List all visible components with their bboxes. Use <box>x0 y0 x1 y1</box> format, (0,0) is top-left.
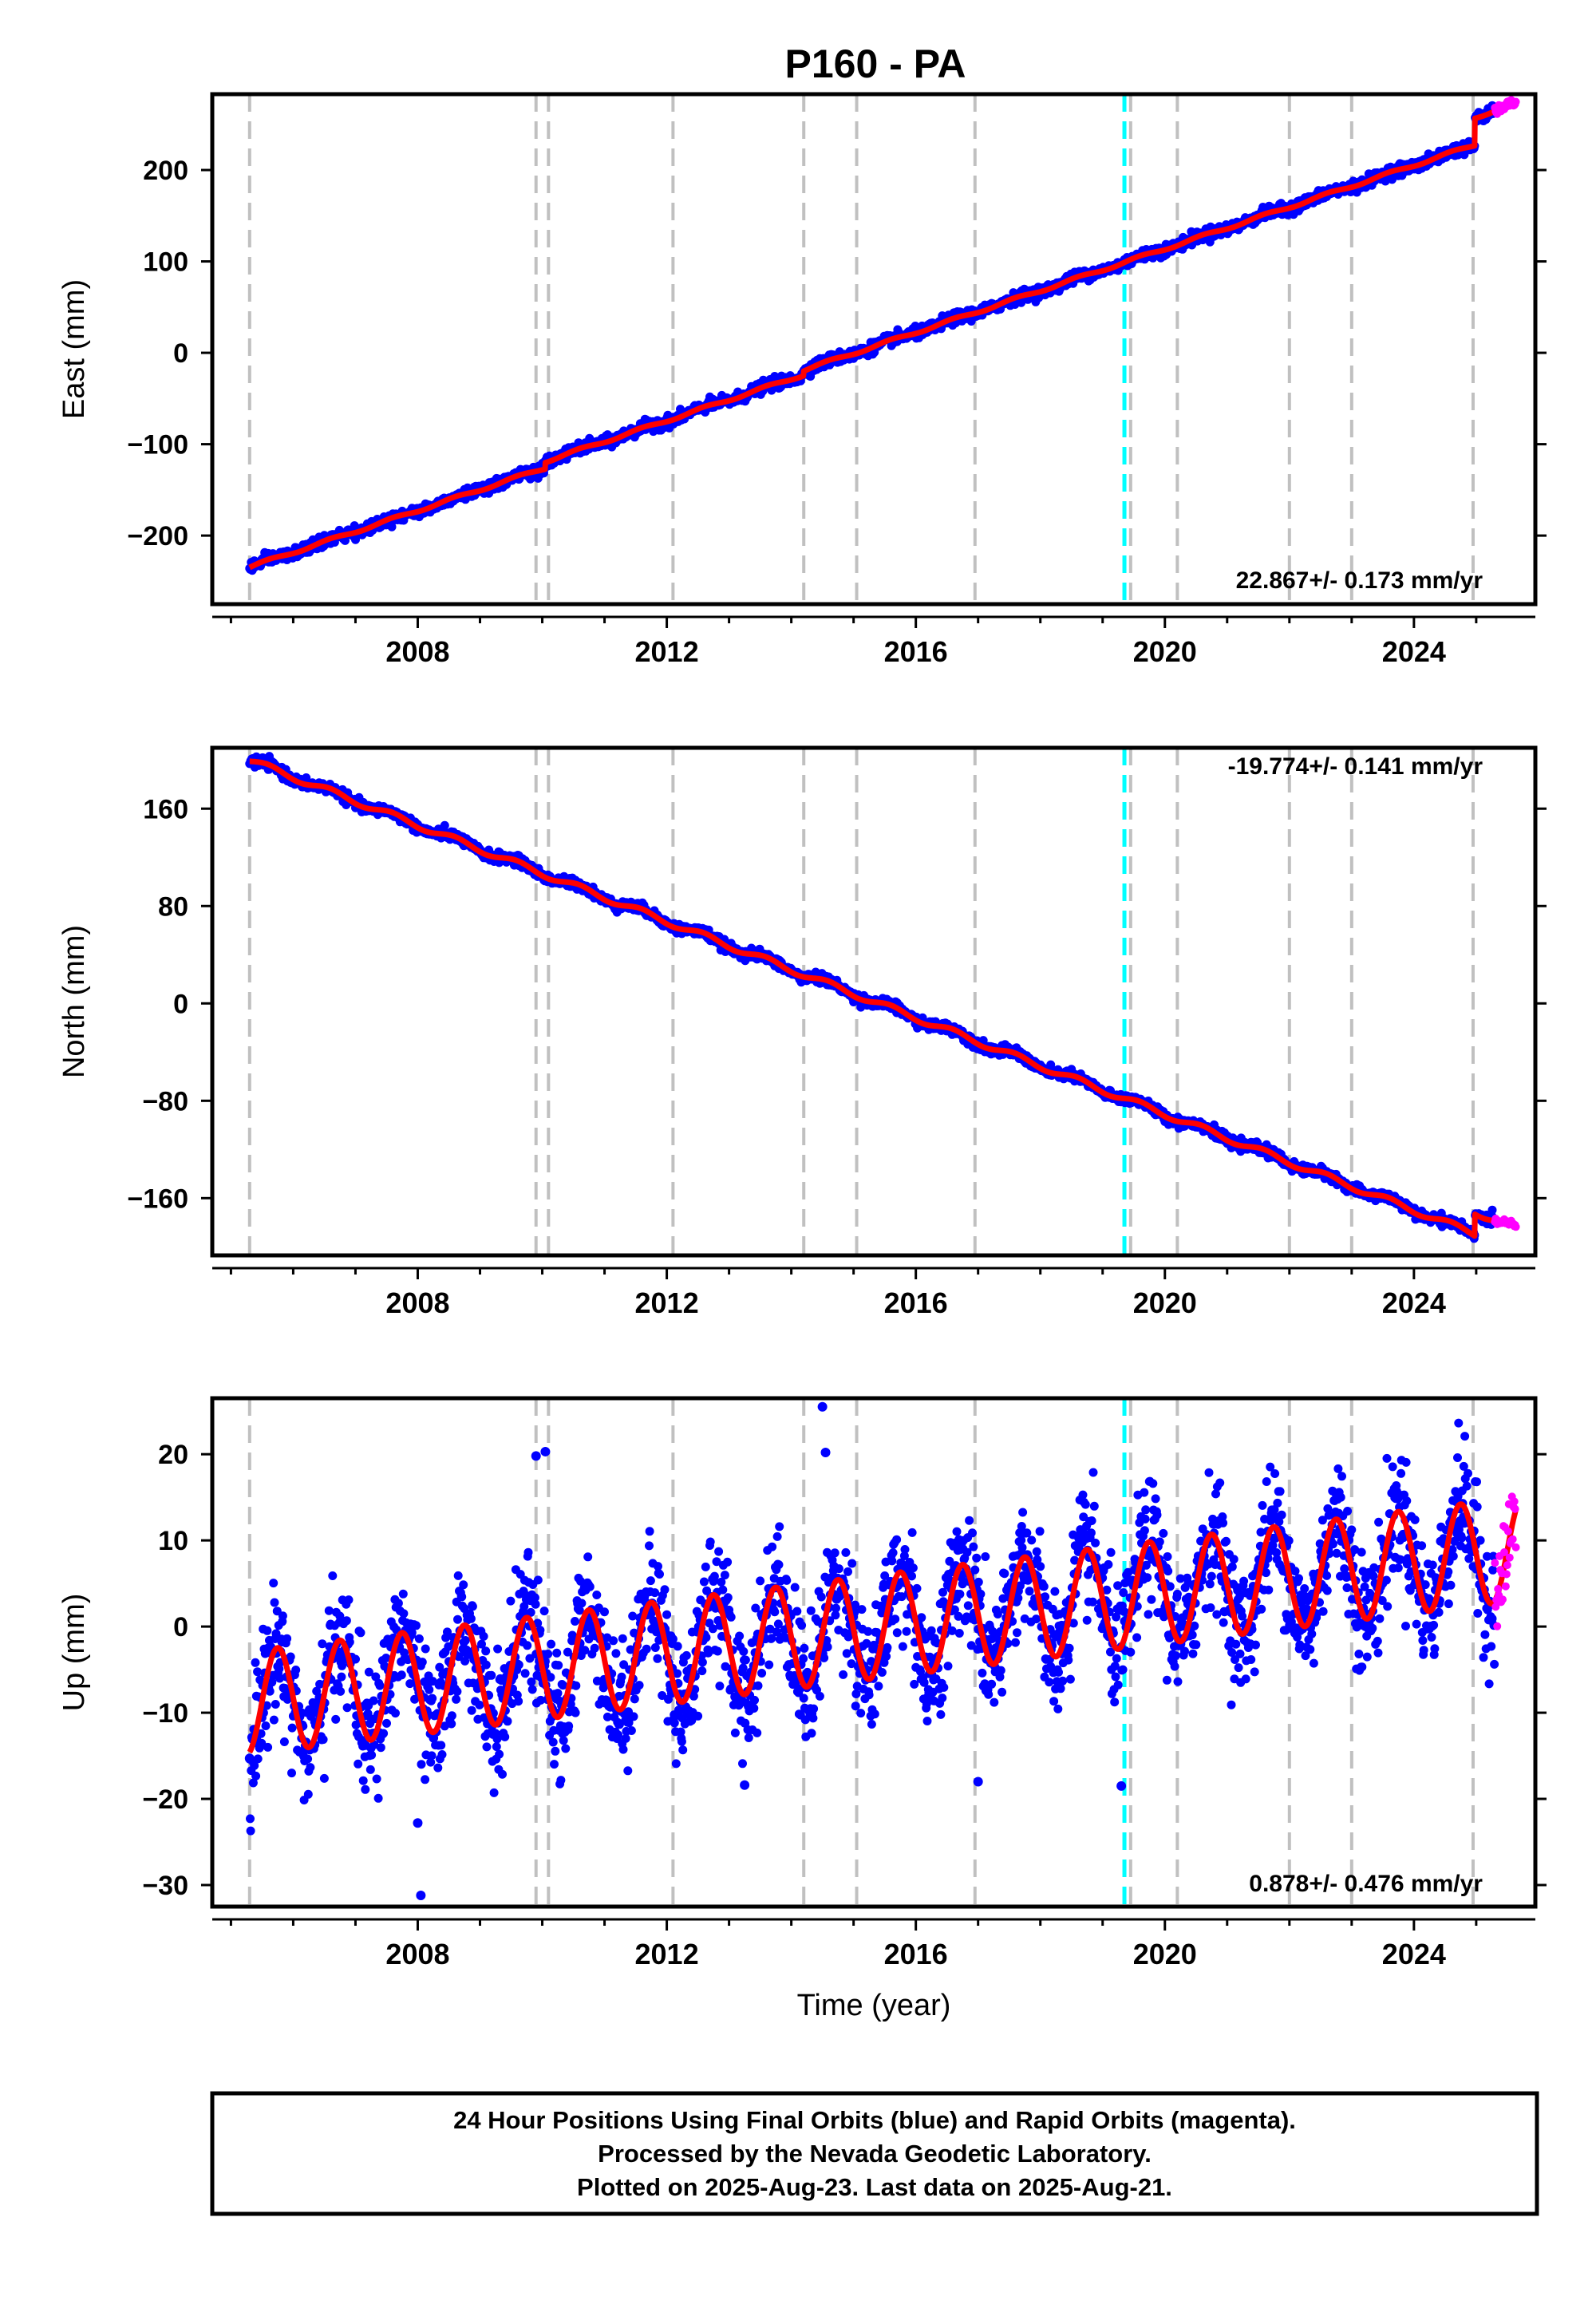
panel-north: 2008 2012 2016 2020 2024 −160 −80 0 80 160 North (… <box>57 745 1547 1319</box>
y-tick-label: 160 <box>143 794 188 824</box>
x-tick-label: 2008 <box>385 1286 449 1319</box>
event-lines <box>247 94 1475 604</box>
x-tick-label: 2012 <box>635 635 699 668</box>
y-tick-label: 0 <box>173 338 188 369</box>
x-tick-label: 2008 <box>385 635 449 668</box>
footer-box: 24 Hour Positions Using Final Orbits (bl… <box>210 2091 1539 2216</box>
outlier-point <box>817 1401 828 1412</box>
outlier-point <box>820 1448 831 1458</box>
y-axis-label: North (mm) <box>57 925 91 1078</box>
y-tick-label: −20 <box>142 1784 188 1815</box>
chart-title: P160 - PA <box>785 41 966 86</box>
plot-frame <box>210 745 1538 1258</box>
outlier-point <box>416 1890 426 1900</box>
x-tick-label: 2012 <box>635 1938 699 1970</box>
position-points <box>245 96 1520 575</box>
y-tick-label: 0 <box>173 989 188 1019</box>
footer-line-3: Plotted on 2025-Aug-23. Last data on 202… <box>577 2173 1172 2201</box>
x-tick-label: 2016 <box>884 1938 948 1970</box>
rapid-orbit-points <box>1491 96 1520 118</box>
velocity-rate-label: -19.774+/- 0.141 mm/yr <box>1228 753 1483 780</box>
x-tick-label: 2016 <box>884 635 948 668</box>
y-tick-label: 100 <box>143 247 188 278</box>
footer-line-1: 24 Hour Positions Using Final Orbits (bl… <box>453 2106 1296 2134</box>
rapid-orbit-points <box>1491 1492 1520 1630</box>
y-tick-label: 10 <box>158 1526 188 1556</box>
panel-east: 2008 2012 2016 2020 2024 −200 −100 0 100 200 East … <box>57 92 1547 668</box>
y-tick-label: 80 <box>158 891 188 922</box>
x-axis-label: Time (year) <box>797 1989 951 2022</box>
x-tick-label: 2012 <box>635 1286 699 1319</box>
model-fit-line <box>247 99 1519 571</box>
y-tick-label: 0 <box>173 1612 188 1642</box>
x-tick-label: 2020 <box>1133 635 1197 668</box>
x-tick-label: 2020 <box>1133 1286 1197 1319</box>
y-tick-label: −160 <box>127 1184 188 1214</box>
footer-frame <box>210 2091 1539 2216</box>
model-fit-line <box>247 758 1519 1239</box>
y-tick-label: −100 <box>127 430 188 460</box>
plot-frame <box>210 92 1538 607</box>
x-tick-label: 2024 <box>1382 1938 1446 1970</box>
x-tick-label: 2008 <box>385 1938 449 1970</box>
y-tick-label: −80 <box>142 1086 188 1117</box>
outlier-point <box>531 1451 541 1461</box>
velocity-rate-label: 0.878+/- 0.476 mm/yr <box>1249 1871 1483 1897</box>
outlier-point <box>740 1780 750 1790</box>
footer-line-2: Processed by the Nevada Geodetic Laborat… <box>598 2140 1152 2168</box>
velocity-rate-label: 22.867+/- 0.173 mm/yr <box>1236 567 1483 594</box>
y-axis-label: East (mm) <box>57 279 91 419</box>
panels: 2008 2012 2016 2020 2024−200−1000100200East … <box>57 92 1547 2022</box>
panel-up: 2008 2012 2016 2020 2024 −30 −20 −10 0 10 20 Up (mm… <box>57 1396 1547 2022</box>
position-points <box>245 752 1520 1243</box>
rapid-orbit-points <box>1491 1215 1520 1231</box>
outlier-point <box>244 1753 255 1764</box>
outlier-point <box>540 1446 551 1456</box>
outlier-point <box>413 1818 423 1828</box>
x-tick-label: 2024 <box>1382 1286 1446 1319</box>
y-tick-label: −30 <box>142 1871 188 1901</box>
y-tick-label: 200 <box>143 156 188 186</box>
y-tick-label: −10 <box>142 1698 188 1729</box>
x-tick-label: 2016 <box>884 1286 948 1319</box>
outlier-point <box>973 1777 983 1787</box>
y-axis-label: Up (mm) <box>57 1594 91 1712</box>
x-tick-label: 2020 <box>1133 1938 1197 1970</box>
plot-frame <box>210 1396 1538 1909</box>
x-tick-label: 2024 <box>1382 635 1446 668</box>
y-tick-label: −200 <box>127 521 188 551</box>
model-fit-line <box>247 1501 1519 1755</box>
outlier-point <box>1116 1780 1127 1791</box>
y-tick-label: 20 <box>158 1440 188 1470</box>
position-points <box>244 1401 1520 1900</box>
